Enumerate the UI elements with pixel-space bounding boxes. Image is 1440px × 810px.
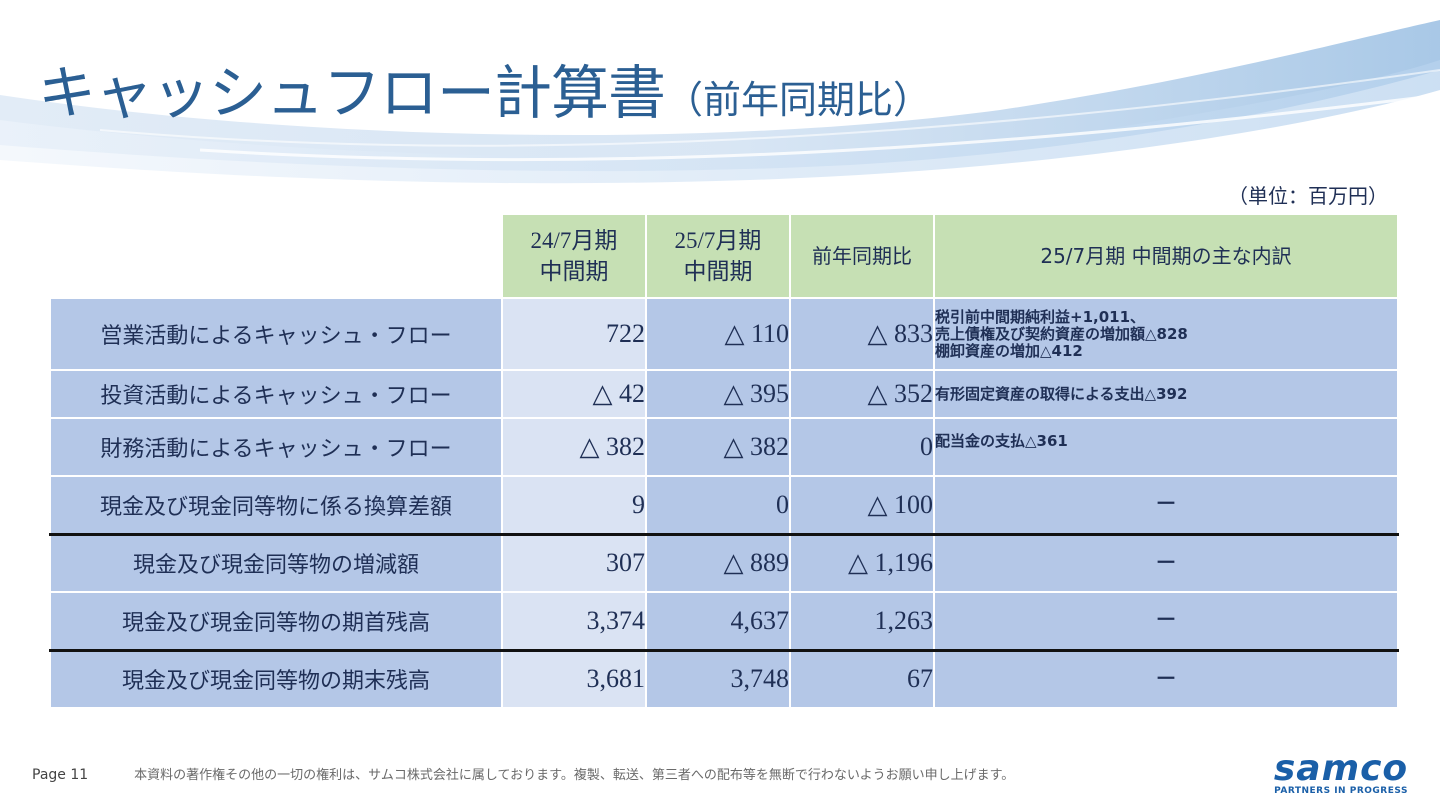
cell-curr: △ 889 (645, 532, 791, 593)
cell-curr: △ 395 (645, 369, 791, 419)
logo-tagline: PARTNERS IN PROGRESS (1274, 786, 1408, 796)
table-row: 現金及び現金同等物の増減額 307 △ 889 △ 1,196 － (49, 532, 1399, 593)
table-row: 現金及び現金同等物の期首残高 3,374 4,637 1,263 － (49, 591, 1399, 651)
cell-breakdown: － (933, 475, 1399, 535)
row-label: 現金及び現金同等物の期首残高 (49, 591, 503, 651)
cell-prev: 722 (501, 297, 647, 371)
column-header-prev-period: 24/7月期 中間期 (501, 213, 647, 299)
row-label: 投資活動によるキャッシュ・フロー (49, 369, 503, 419)
breakdown-line: 棚卸資産の増加△412 (935, 341, 1083, 360)
breakdown-line: 税引前中間期純利益+1,011、 (935, 307, 1146, 326)
cell-curr: △ 382 (645, 417, 791, 477)
cell-diff: △ 100 (789, 475, 935, 535)
cell-prev: 3,374 (501, 591, 647, 651)
column-header-yoy: 前年同期比 (789, 213, 935, 299)
breakdown-line: 配当金の支払△361 (935, 432, 1068, 450)
row-label: 財務活動によるキャッシュ・フロー (49, 417, 503, 477)
cell-diff: △ 1,196 (789, 532, 935, 593)
cell-diff: 0 (789, 417, 935, 477)
cell-prev: 9 (501, 475, 647, 535)
page-number: Page 11 (32, 767, 89, 783)
cash-flow-table: 24/7月期 中間期 25/7月期 中間期 前年同期比 25/7月期 中間期の主な内… (49, 213, 1399, 709)
header-blank-cell (49, 213, 503, 299)
row-label: 現金及び現金同等物の増減額 (49, 532, 503, 593)
header-swoosh-decoration (0, 20, 1440, 184)
page-title: キャッシュフロー計算書（前年同期比） (38, 46, 931, 130)
column-header-breakdown: 25/7月期 中間期の主な内訳 (933, 213, 1399, 299)
cell-curr: 4,637 (645, 591, 791, 651)
table-row: 現金及び現金同等物に係る換算差額 9 0 △ 100 － (49, 475, 1399, 535)
row-label: 現金及び現金同等物の期末残高 (49, 648, 503, 709)
page-title-main: キャッシュフロー計算書 (38, 59, 666, 127)
logo-wordmark: samco (1273, 748, 1409, 789)
cell-diff: 67 (789, 648, 935, 709)
table-header-row: 24/7月期 中間期 25/7月期 中間期 前年同期比 25/7月期 中間期の主な内… (49, 213, 1399, 299)
column-header-curr-period: 25/7月期 中間期 (645, 213, 791, 299)
cell-prev: 3,681 (501, 648, 647, 709)
table-row: 現金及び現金同等物の期末残高 3,681 3,748 67 － (49, 648, 1399, 709)
breakdown-line: 有形固定資産の取得による支出△392 (935, 384, 1188, 403)
cell-breakdown: 配当金の支払△361 (933, 417, 1399, 477)
cell-breakdown: － (933, 648, 1399, 709)
unit-label: （単位：百万円） (1228, 184, 1388, 208)
cell-breakdown: － (933, 591, 1399, 651)
copyright-notice: 本資料の著作権その他の一切の権利は、サムコ株式会社に属しております。複製、転送、… (134, 768, 1015, 783)
samco-logo: samco PARTNERS IN PROGRESS (1271, 748, 1411, 797)
footer: Page 11 本資料の著作権その他の一切の権利は、サムコ株式会社に属しております… (32, 764, 1014, 783)
row-label: 現金及び現金同等物に係る換算差額 (49, 475, 503, 535)
table-row: 営業活動によるキャッシュ・フロー 722 △ 110 △ 833 税引前中間期純… (49, 297, 1399, 371)
cell-breakdown: 税引前中間期純利益+1,011、 売上債権及び契約資産の増加額△828 棚卸資産の増… (933, 297, 1399, 371)
cell-diff: △ 833 (789, 297, 935, 371)
cell-breakdown: － (933, 532, 1399, 593)
row-label: 営業活動によるキャッシュ・フロー (49, 297, 503, 371)
breakdown-line: 売上債権及び契約資産の増加額△828 (935, 324, 1188, 343)
table-row: 投資活動によるキャッシュ・フロー △ 42 △ 395 △ 352 有形固定資産… (49, 369, 1399, 419)
cell-curr: △ 110 (645, 297, 791, 371)
table-row: 財務活動によるキャッシュ・フロー △ 382 △ 382 0 配当金の支払△36… (49, 417, 1399, 477)
cell-breakdown: 有形固定資産の取得による支出△392 (933, 369, 1399, 419)
cell-prev: △ 42 (501, 369, 647, 419)
cell-diff: 1,263 (789, 591, 935, 651)
cell-curr: 3,748 (645, 648, 791, 709)
cell-diff: △ 352 (789, 369, 935, 419)
page-title-sub: （前年同期比） (665, 78, 932, 122)
cell-prev: 307 (501, 532, 647, 593)
cell-prev: △ 382 (501, 417, 647, 477)
cell-curr: 0 (645, 475, 791, 535)
